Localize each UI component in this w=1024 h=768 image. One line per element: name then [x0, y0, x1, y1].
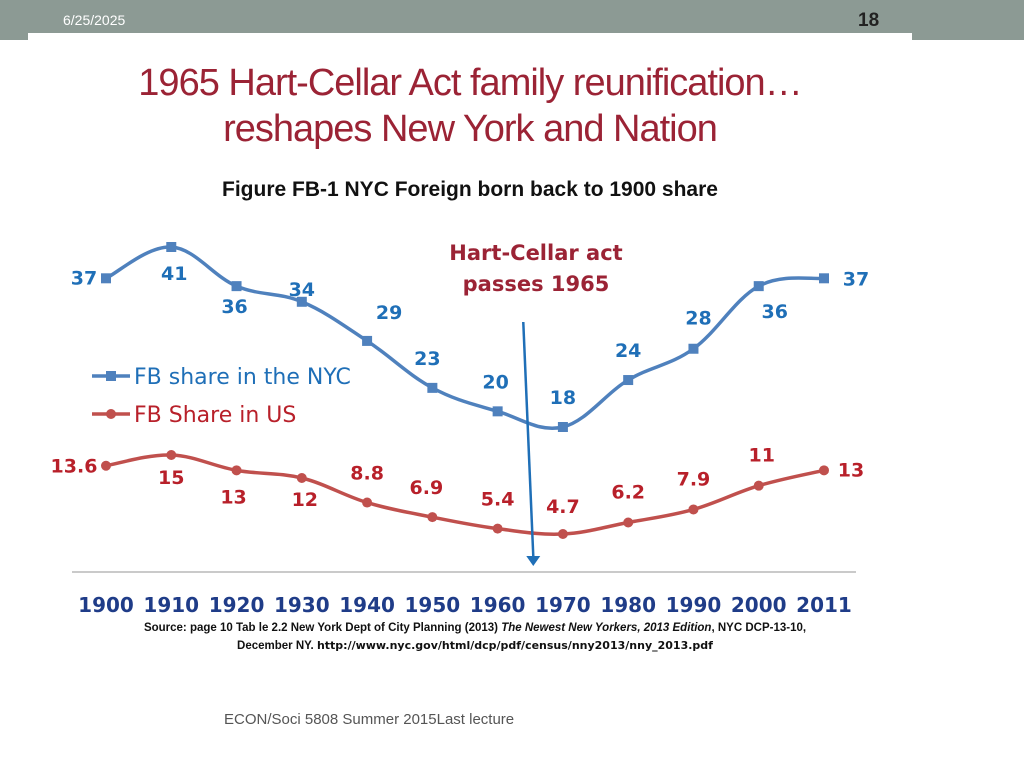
legend-label-1: FB share in the NYC — [134, 365, 351, 390]
data-point-us-2000 — [753, 480, 764, 491]
data-label-us-1970: 4.7 — [546, 496, 580, 518]
x-tick-label-1900: 1900 — [78, 593, 134, 617]
series-line-1 — [104, 245, 826, 430]
data-point-us-1970 — [557, 529, 568, 539]
annotation-arrow-shaft — [522, 321, 535, 557]
top-bar — [0, 0, 1024, 40]
slide-title: 1965 Hart-Cellar Act family reunificatio… — [60, 60, 880, 152]
data-point-nyc-1970 — [557, 422, 568, 432]
source-note: Source: page 10 Tab le 2.2 New York Dept… — [120, 620, 830, 655]
data-label-nyc-1920: 36 — [221, 296, 247, 318]
data-label-nyc-2011: 37 — [843, 268, 869, 290]
source-middle: , NYC DCP-13-10, December NY. — [237, 622, 807, 652]
x-tick-label-1910: 1910 — [143, 593, 199, 617]
x-tick-label-2011: 2011 — [796, 593, 852, 617]
data-point-nyc-1910 — [166, 242, 177, 252]
data-point-nyc-1940 — [362, 335, 373, 346]
data-point-us-1920 — [231, 465, 242, 476]
data-label-nyc-1970: 18 — [550, 387, 576, 409]
data-label-nyc-1950: 23 — [414, 348, 440, 370]
slide-title-line2: reshapes New York and Nation — [223, 108, 718, 150]
x-tick-label-1920: 1920 — [209, 593, 265, 617]
x-tick-label-2000: 2000 — [731, 593, 787, 617]
data-label-nyc-1940: 29 — [376, 302, 402, 324]
legend-label-2: FB Share in US — [134, 403, 296, 428]
annotation-line1: Hart-Cellar act — [449, 241, 622, 265]
data-label-us-1920: 13 — [220, 486, 246, 508]
data-point-nyc-1930 — [296, 296, 307, 307]
data-label-us-1940: 8.8 — [350, 463, 384, 485]
data-point-us-1910 — [166, 450, 177, 460]
data-label-us-1910: 15 — [158, 467, 184, 489]
x-tick-label-1940: 1940 — [339, 593, 395, 617]
x-tick-label-1930: 1930 — [274, 593, 330, 617]
data-point-nyc-1960 — [492, 406, 503, 417]
data-point-us-1950 — [427, 512, 438, 523]
x-tick-label-1960: 1960 — [470, 593, 526, 617]
data-label-us-1990: 7.9 — [677, 468, 711, 490]
x-tick-label-1970: 1970 — [535, 593, 591, 617]
slide-date: 6/25/2025 — [63, 12, 126, 28]
annotation-arrow-head — [526, 556, 541, 566]
data-point-us-1900 — [101, 460, 111, 471]
x-tick-label-1950: 1950 — [405, 593, 461, 617]
legend-marker-2 — [106, 409, 116, 419]
data-label-us-1960: 5.4 — [481, 489, 515, 511]
top-bar-accent — [28, 33, 912, 40]
data-point-us-1980 — [623, 517, 634, 528]
data-point-nyc-1980 — [623, 375, 634, 386]
data-label-us-2000: 11 — [749, 445, 775, 467]
data-label-nyc-1960: 20 — [482, 371, 508, 393]
data-label-nyc-1990: 28 — [685, 308, 711, 330]
legend-marker-1 — [106, 371, 116, 381]
data-point-nyc-1900 — [101, 273, 111, 284]
data-point-nyc-1920 — [231, 281, 242, 292]
data-label-us-1930: 12 — [292, 489, 318, 511]
x-tick-label-1980: 1980 — [600, 593, 656, 617]
data-point-us-1990 — [688, 504, 699, 515]
data-label-us-1900: 13.6 — [51, 456, 98, 478]
data-point-nyc-1990 — [688, 343, 699, 354]
source-prefix: Source: page 10 Tab le 2.2 New York Dept… — [143, 622, 502, 634]
data-label-nyc-1930: 34 — [289, 279, 315, 301]
data-point-us-1960 — [492, 523, 503, 534]
data-point-nyc-2000 — [753, 281, 764, 292]
slide-title-line1: 1965 Hart-Cellar Act family reunificatio… — [138, 62, 802, 104]
data-point-nyc-2011 — [819, 273, 829, 284]
figure-title: Figure FB-1 NYC Foreign born back to 190… — [222, 178, 718, 201]
data-label-us-1980: 6.2 — [611, 481, 645, 503]
data-label-nyc-2000: 36 — [762, 301, 788, 323]
data-point-us-2011 — [819, 465, 829, 476]
series-line-2 — [104, 453, 826, 536]
annotation-line2: passes 1965 — [463, 272, 610, 296]
data-label-nyc-1980: 24 — [615, 340, 641, 362]
data-label-nyc-1900: 37 — [71, 267, 97, 289]
source-url: http://www.nyc.gov/html/dcp/pdf/census/n… — [316, 639, 713, 652]
x-tick-label-1990: 1990 — [666, 593, 722, 617]
data-label-nyc-1910: 41 — [161, 263, 187, 285]
data-label-us-2011: 13 — [838, 459, 864, 481]
page-number: 18 — [858, 10, 880, 31]
data-label-us-1950: 6.9 — [410, 477, 444, 499]
data-point-nyc-1950 — [427, 382, 438, 393]
footer-text: ECON/Soci 5808 Summer 2015Last lecture — [224, 711, 515, 728]
source-publication: The Newest New Yorkers, 2013 Edition — [501, 622, 712, 634]
data-point-us-1940 — [362, 497, 373, 508]
data-point-us-1930 — [296, 473, 307, 484]
